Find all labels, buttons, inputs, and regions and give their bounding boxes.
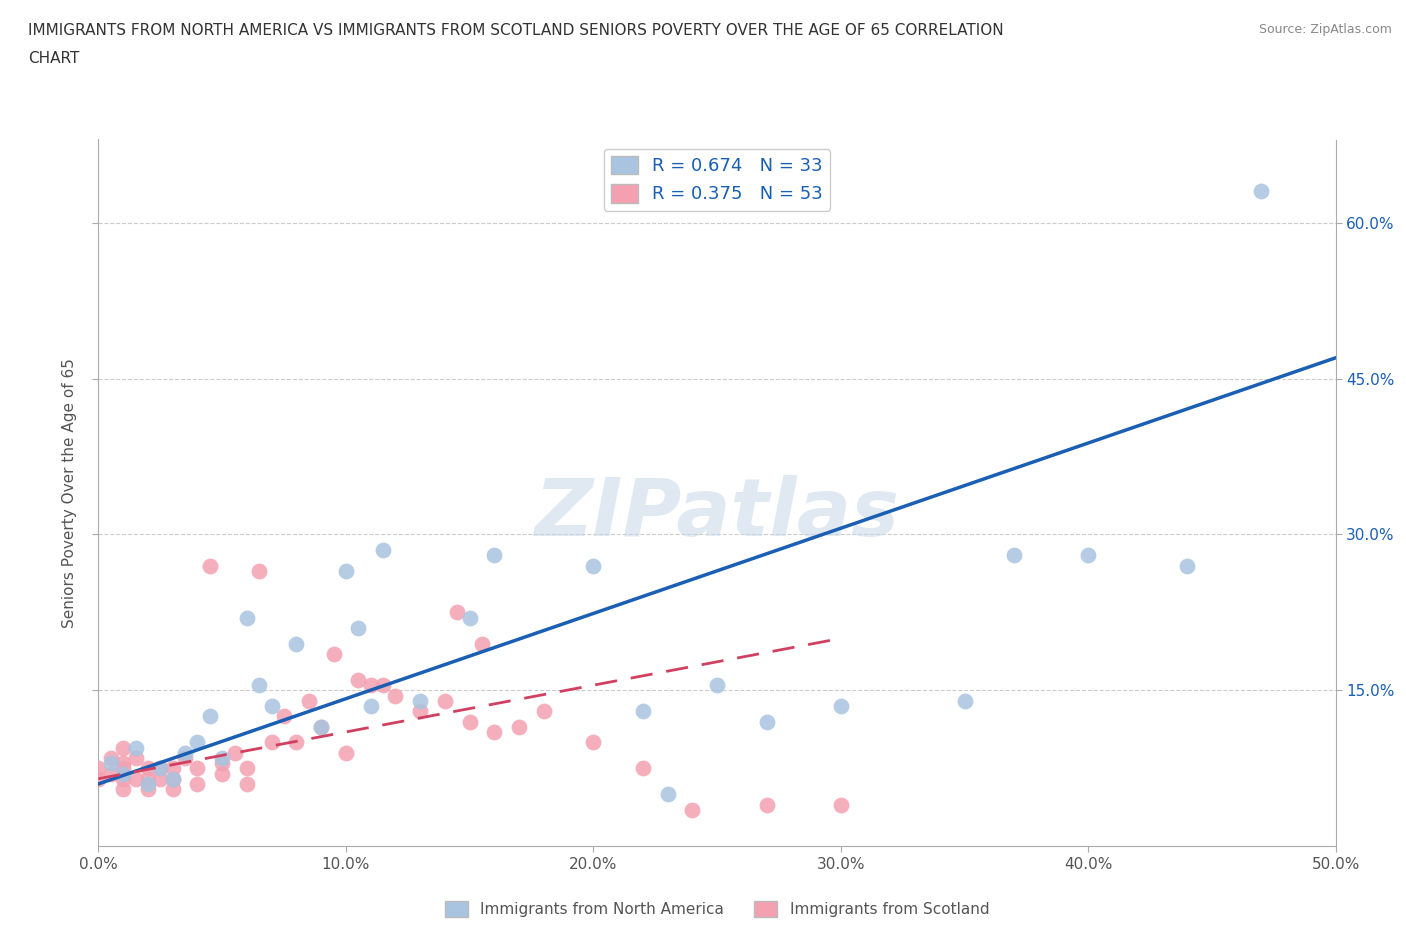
Point (657, 787, 679, 802)
Point (298, 694, 321, 709)
Point (631, 704, 654, 719)
Point (87, 771, 110, 786)
Point (186, 735, 208, 750)
Point (830, 797, 852, 812)
Point (273, 709, 295, 724)
Point (582, 735, 605, 750)
Point (174, 751, 197, 765)
Point (236, 761, 259, 776)
Point (446, 605, 468, 620)
Point (100, 756, 122, 771)
Legend: Immigrants from North America, Immigrants from Scotland: Immigrants from North America, Immigrant… (439, 896, 995, 923)
Point (112, 761, 135, 776)
Point (100, 751, 122, 765)
Point (347, 620, 370, 635)
Point (186, 777, 208, 791)
Point (371, 678, 394, 693)
Point (247, 678, 270, 693)
Point (582, 558, 605, 573)
Y-axis label: Seniors Poverty Over the Age of 65: Seniors Poverty Over the Age of 65 (62, 358, 77, 628)
Point (162, 771, 184, 786)
Point (484, 724, 506, 739)
Point (186, 761, 208, 776)
Point (335, 564, 357, 578)
Point (224, 745, 246, 760)
Point (149, 761, 172, 776)
Point (347, 672, 370, 687)
Point (136, 761, 159, 776)
Point (124, 771, 146, 786)
Point (112, 782, 135, 797)
Point (285, 735, 308, 750)
Point (309, 719, 332, 734)
Point (508, 719, 530, 734)
Point (533, 704, 555, 719)
Point (112, 740, 135, 755)
Point (149, 761, 172, 776)
Point (681, 803, 703, 817)
Point (136, 771, 159, 786)
Point (112, 771, 135, 786)
Point (211, 751, 233, 765)
Point (136, 782, 159, 797)
Text: ZIPatlas: ZIPatlas (534, 475, 900, 553)
Text: Source: ZipAtlas.com: Source: ZipAtlas.com (1258, 23, 1392, 36)
Point (309, 719, 332, 734)
Point (236, 777, 259, 791)
Point (755, 797, 778, 812)
Point (360, 698, 382, 713)
Point (335, 745, 357, 760)
Point (458, 610, 481, 625)
Point (1175, 558, 1198, 573)
Point (162, 761, 184, 776)
Point (198, 709, 221, 724)
Point (112, 766, 135, 781)
Point (162, 782, 184, 797)
Point (409, 704, 432, 719)
Point (484, 548, 506, 563)
Point (149, 771, 172, 786)
Point (1002, 548, 1025, 563)
Point (322, 646, 344, 661)
Point (631, 761, 654, 776)
Point (260, 698, 283, 713)
Point (136, 777, 159, 791)
Point (409, 694, 432, 709)
Point (830, 698, 852, 713)
Point (124, 751, 146, 765)
Point (100, 766, 122, 781)
Point (87, 761, 110, 776)
Point (384, 688, 406, 703)
Text: IMMIGRANTS FROM NORTH AMERICA VS IMMIGRANTS FROM SCOTLAND SENIORS POVERTY OVER T: IMMIGRANTS FROM NORTH AMERICA VS IMMIGRA… (28, 23, 1004, 38)
Point (247, 564, 270, 578)
Point (124, 740, 146, 755)
Point (211, 756, 233, 771)
Text: CHART: CHART (28, 51, 80, 66)
Point (211, 766, 233, 781)
Point (236, 610, 259, 625)
Point (471, 636, 494, 651)
Point (360, 678, 382, 693)
Point (1077, 548, 1099, 563)
Point (198, 558, 221, 573)
Point (458, 714, 481, 729)
Point (162, 771, 184, 786)
Point (174, 745, 197, 760)
Point (755, 714, 778, 729)
Point (1250, 184, 1272, 199)
Point (706, 678, 728, 693)
Point (371, 542, 394, 557)
Point (433, 694, 456, 709)
Point (112, 756, 135, 771)
Point (285, 636, 308, 651)
Point (953, 694, 976, 709)
Point (260, 735, 283, 750)
